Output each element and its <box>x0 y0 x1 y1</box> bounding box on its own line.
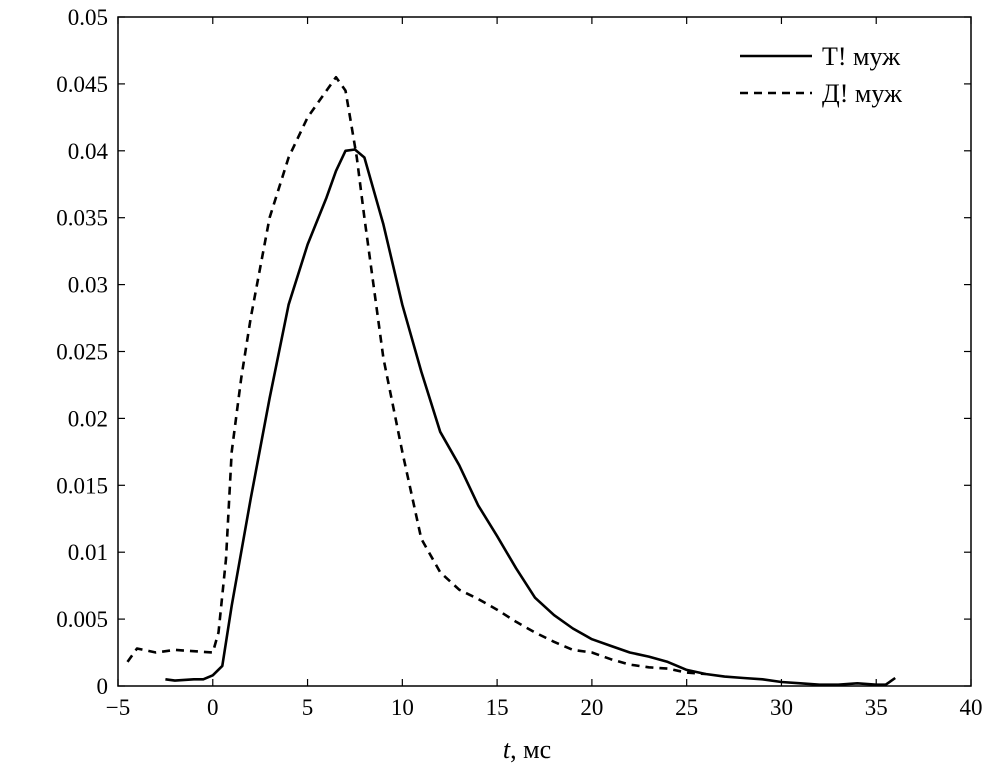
series-line-dashed <box>126 75 706 676</box>
y-tick-label: 0.02 <box>68 406 108 431</box>
y-tick-label: 0.03 <box>68 273 108 298</box>
legend-label-series-2: Д! муж <box>822 79 903 108</box>
y-tick-labels: 0 0.005 0.01 0.015 0.02 0.025 0.03 0.035 0.04 0.0… <box>56 5 108 699</box>
y-tick-label: 0.015 <box>56 473 108 498</box>
series-line-solid <box>165 148 896 687</box>
legend-label-series-1: Т! муж <box>822 42 901 71</box>
x-axis-label: t, мс <box>503 735 551 764</box>
x-tick-labels: −5 0 5 10 15 20 25 30 35 40 <box>106 695 983 720</box>
x-tick-label: 5 <box>302 695 314 720</box>
x-axis-variable: t <box>503 735 511 764</box>
legend: Т! муж Д! муж <box>740 42 903 108</box>
y-tick-label: 0.035 <box>56 206 108 231</box>
y-tick-label: 0.045 <box>56 72 108 97</box>
y-tick-label: 0.05 <box>68 5 108 30</box>
y-tick-label: 0.04 <box>68 139 109 164</box>
x-tick-label: 40 <box>960 695 983 720</box>
x-tick-label: 20 <box>580 695 603 720</box>
x-tick-label: 30 <box>770 695 793 720</box>
tick-marks <box>117 16 972 687</box>
y-tick-label: 0.025 <box>56 340 108 365</box>
x-tick-label: 35 <box>865 695 888 720</box>
y-tick-label: 0 <box>97 674 109 699</box>
series-layer <box>126 75 896 687</box>
x-tick-label: 10 <box>391 695 414 720</box>
x-tick-label: 15 <box>486 695 509 720</box>
x-tick-label: −5 <box>106 695 130 720</box>
x-tick-label: 0 <box>207 695 219 720</box>
y-tick-label: 0.01 <box>68 540 108 565</box>
x-axis-unit: , мс <box>510 735 551 764</box>
y-tick-label: 0.005 <box>56 607 108 632</box>
x-tick-label: 25 <box>675 695 698 720</box>
